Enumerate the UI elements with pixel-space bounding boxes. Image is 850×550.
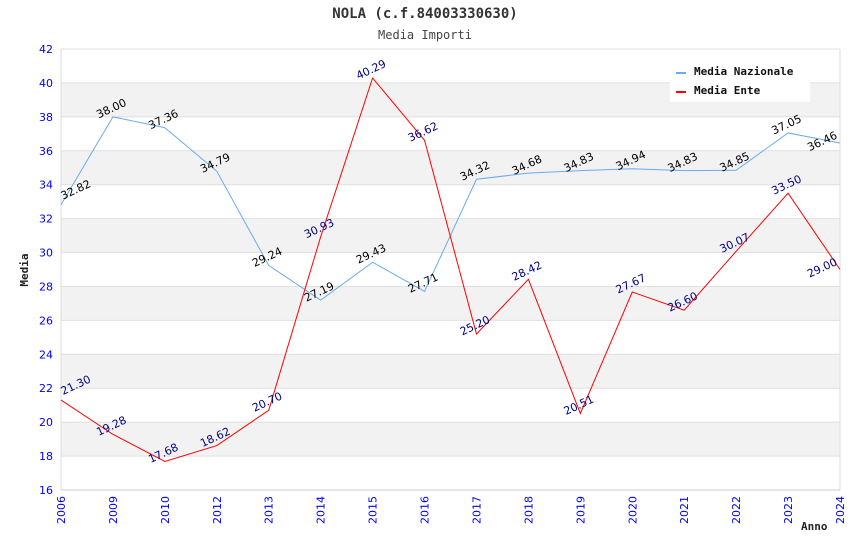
- x-tick-label: 2009: [107, 496, 120, 524]
- grid-band: [61, 150, 840, 185]
- grid-band: [61, 354, 840, 389]
- x-tick-label: 2016: [419, 496, 432, 524]
- x-tick-label: 2010: [159, 496, 172, 524]
- legend: Media Nazionale Media Ente: [670, 60, 810, 102]
- x-tick-label: 2015: [367, 496, 380, 524]
- y-tick-label: 26: [39, 314, 53, 327]
- data-label: 28.42: [510, 259, 544, 284]
- legend-label-nazionale: Media Nazionale: [694, 65, 794, 78]
- data-label: 29.00: [805, 255, 839, 280]
- y-tick-label: 28: [39, 280, 53, 293]
- x-tick-label: 2006: [55, 496, 68, 524]
- x-tick-label: 2018: [522, 496, 535, 524]
- y-tick-label: 24: [39, 348, 53, 361]
- x-tick-label: 2024: [834, 496, 847, 524]
- chart-title: NOLA (c.f.84003330630): [332, 6, 517, 22]
- series-line-nazionale: [60, 116, 841, 301]
- y-tick-label: 18: [39, 450, 53, 463]
- y-tick-label: 42: [39, 43, 53, 56]
- legend-label-ente: Media Ente: [694, 84, 761, 97]
- x-tick-label: 2021: [678, 496, 691, 524]
- x-tick-label: 2012: [211, 496, 224, 524]
- y-tick-label: 34: [39, 179, 53, 192]
- data-label: 36.62: [406, 120, 440, 145]
- data-label: 36.46: [805, 129, 839, 154]
- x-tick-label: 2014: [315, 496, 328, 524]
- data-label: 20.51: [562, 393, 596, 418]
- y-tick-label: 40: [39, 77, 53, 90]
- y-tick-label: 32: [39, 213, 53, 226]
- grid-band: [61, 286, 840, 321]
- y-tick-label: 16: [39, 484, 53, 497]
- series-line-ente: [60, 76, 841, 463]
- x-tick-label: 2022: [730, 496, 743, 524]
- chart-subtitle: Media Importi: [378, 28, 472, 42]
- grid-band: [61, 422, 840, 457]
- y-tick-label: 30: [39, 247, 53, 260]
- x-tick-label: 2020: [626, 496, 639, 524]
- x-tick-label: 2019: [574, 496, 587, 524]
- x-tick-label: 2013: [263, 496, 276, 524]
- y-tick-label: 38: [39, 111, 53, 124]
- y-tick-label: 36: [39, 145, 53, 158]
- x-tick-label: 2023: [782, 496, 795, 524]
- y-axis-label: Media: [18, 253, 31, 286]
- x-tick-label: 2017: [470, 496, 483, 524]
- data-label: 40.29: [354, 57, 388, 82]
- y-tick-label: 22: [39, 382, 53, 395]
- y-tick-label: 20: [39, 416, 53, 429]
- x-axis-label: Anno: [801, 520, 828, 533]
